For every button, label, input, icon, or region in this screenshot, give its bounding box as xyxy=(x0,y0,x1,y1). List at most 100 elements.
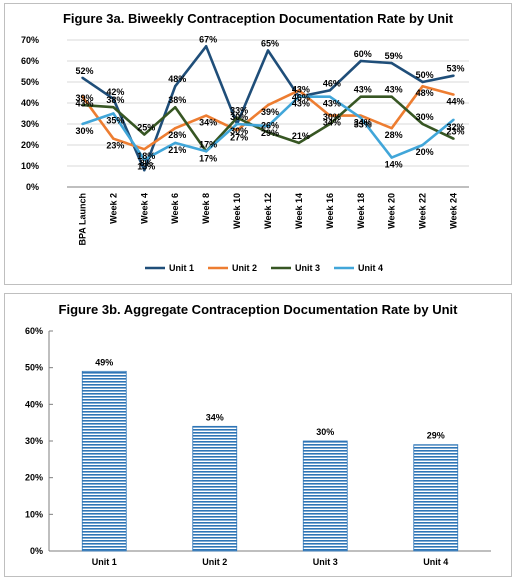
bar-value-label: 29% xyxy=(427,431,445,441)
data-point xyxy=(266,49,270,52)
data-point xyxy=(390,61,393,65)
data-point xyxy=(174,127,177,130)
data-point xyxy=(112,106,115,109)
data-point xyxy=(359,59,362,63)
bar-chart-panel: Figure 3b. Aggregate Contraception Docum… xyxy=(4,293,512,577)
data-point xyxy=(81,103,84,107)
data-label: 30% xyxy=(230,126,248,136)
x-tick-label: Week 10 xyxy=(232,193,242,229)
data-label: 28% xyxy=(385,130,403,140)
data-label: 48% xyxy=(416,88,434,98)
data-point xyxy=(174,106,177,109)
data-label: 13% xyxy=(137,162,155,172)
x-tick-label: BPA Launch xyxy=(77,193,87,246)
data-point xyxy=(266,103,270,107)
data-point xyxy=(235,116,239,119)
bar-value-label: 34% xyxy=(206,412,224,422)
data-label: 18% xyxy=(137,151,155,161)
data-label: 67% xyxy=(199,34,217,44)
x-tick-label: Week 4 xyxy=(139,193,149,224)
data-label: 32% xyxy=(447,122,465,132)
y-tick-label: 30% xyxy=(21,119,39,129)
data-label: 46% xyxy=(323,78,341,88)
line-chart-title: Figure 3a. Biweekly Contraception Docume… xyxy=(63,11,454,26)
data-label: 39% xyxy=(261,107,279,117)
data-point xyxy=(143,158,146,161)
bar-chart: Figure 3b. Aggregate Contraception Docum… xyxy=(25,302,491,567)
x-tick-label: Week 24 xyxy=(449,193,459,229)
data-label: 14% xyxy=(385,160,403,170)
data-label: 30% xyxy=(75,126,93,136)
bar-unit-2 xyxy=(192,425,238,552)
data-label: 29% xyxy=(261,128,279,138)
data-label: 38% xyxy=(106,95,124,105)
data-label: 53% xyxy=(447,64,465,74)
data-label: 39% xyxy=(75,93,93,103)
data-point xyxy=(421,143,424,147)
data-point xyxy=(328,89,332,92)
data-point xyxy=(112,97,115,101)
data-point xyxy=(81,122,84,126)
data-label: 30% xyxy=(230,112,248,122)
data-point xyxy=(452,137,455,140)
data-label: 35% xyxy=(106,116,124,126)
bar-chart-title: Figure 3b. Aggregate Contraception Docum… xyxy=(59,302,459,317)
bar-value-label: 30% xyxy=(316,427,334,437)
data-point xyxy=(297,89,301,92)
data-point xyxy=(328,95,332,98)
data-point xyxy=(143,169,146,172)
data-label: 30% xyxy=(416,112,434,122)
data-label: 30% xyxy=(323,112,341,122)
data-point xyxy=(174,141,177,145)
data-label: 44% xyxy=(447,97,465,107)
legend-label: Unit 4 xyxy=(358,263,383,273)
x-tick-label: Week 6 xyxy=(170,193,180,224)
y-tick-label: 60% xyxy=(21,56,39,66)
data-label: 34% xyxy=(199,118,217,128)
data-label: 59% xyxy=(385,51,403,61)
data-point xyxy=(297,95,301,98)
data-label: 23% xyxy=(447,127,465,137)
data-point xyxy=(421,80,424,84)
data-point xyxy=(452,74,455,77)
y-tick-label: 70% xyxy=(21,35,39,45)
data-point xyxy=(204,150,208,153)
data-point xyxy=(359,95,362,98)
x-tick-label: Unit 4 xyxy=(423,557,448,567)
data-label: 8% xyxy=(140,158,153,168)
data-point xyxy=(112,112,115,115)
line-chart: Figure 3a. Biweekly Contraception Docume… xyxy=(21,11,469,273)
legend-label: Unit 2 xyxy=(232,263,257,273)
bar-unit-3 xyxy=(302,440,348,552)
x-tick-label: Week 20 xyxy=(387,193,397,229)
data-label: 33% xyxy=(230,106,248,116)
data-label: 42% xyxy=(106,87,124,97)
data-point xyxy=(235,122,239,126)
data-label: 17% xyxy=(199,139,217,149)
legend-label: Unit 3 xyxy=(295,263,320,273)
data-point xyxy=(266,131,270,134)
data-label: 43% xyxy=(354,85,372,95)
data-label: 43% xyxy=(75,99,93,109)
data-label: 52% xyxy=(75,66,93,76)
data-point xyxy=(390,156,393,159)
x-tick-label: Week 18 xyxy=(356,193,366,229)
data-label: 34% xyxy=(323,118,341,128)
y-tick-label: 0% xyxy=(30,546,43,556)
data-point xyxy=(204,114,208,117)
data-label: 34% xyxy=(354,118,372,128)
y-tick-label: 20% xyxy=(21,140,39,150)
data-label: 23% xyxy=(106,141,124,151)
x-tick-label: Unit 1 xyxy=(92,557,117,567)
y-tick-label: 0% xyxy=(26,182,39,192)
legend-label: Unit 1 xyxy=(169,263,194,273)
y-tick-label: 60% xyxy=(25,326,43,336)
y-tick-label: 40% xyxy=(21,98,39,108)
x-tick-label: Week 16 xyxy=(325,193,335,229)
data-label: 20% xyxy=(416,147,434,157)
data-label: 65% xyxy=(261,39,279,49)
data-point xyxy=(81,76,84,80)
data-label: 26% xyxy=(261,120,279,130)
y-tick-label: 40% xyxy=(25,399,43,409)
data-label: 43% xyxy=(292,99,310,109)
